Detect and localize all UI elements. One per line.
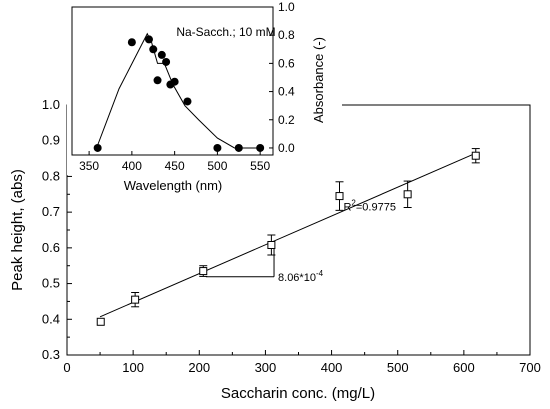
r2-prefix: R <box>343 201 351 213</box>
main-x-tick-label: 600 <box>453 360 475 375</box>
slope-prefix: 8.06*10 <box>278 272 316 284</box>
r2-value: =0.9775 <box>356 201 396 213</box>
inset-data-point <box>234 143 243 152</box>
data-point-marker <box>199 267 208 276</box>
inset-y-axis-title: Absorbance (-) <box>311 37 326 123</box>
main-y-tick-label: 0.4 <box>42 311 60 326</box>
main-x-tick-labels: 0 100 200 300 400 500 600 700 <box>63 360 540 375</box>
inset-data-point <box>213 143 222 152</box>
inset-spectrum-line <box>97 32 261 149</box>
main-y-tick-label: 0.3 <box>42 347 60 362</box>
inset-data-point <box>93 143 102 152</box>
data-point-marker <box>96 317 105 326</box>
inset-data-point <box>144 35 153 44</box>
inset-ticks <box>88 6 273 155</box>
main-y-tick-label: 1.0 <box>42 97 60 112</box>
main-x-tick-label: 300 <box>255 360 277 375</box>
data-point-marker <box>267 241 276 249</box>
inset-data-point <box>157 50 166 59</box>
main-y-tick-labels: 0.3 0.4 0.5 0.6 0.7 0.8 0.9 1.0 <box>42 97 60 362</box>
inset-data-point <box>162 57 171 66</box>
inset-y-tick-label: 0.2 <box>278 113 295 127</box>
inset-data-points <box>93 35 265 152</box>
main-y-axis-title: Peak height, (abs) <box>9 169 26 291</box>
inset-data-point <box>256 143 265 152</box>
regression-line <box>99 152 476 318</box>
inset-plot-frame <box>71 6 274 156</box>
data-point-marker <box>403 190 412 199</box>
inset-chart: 350 400 450 500 550 0.0 0.2 0.4 0.6 0.8 1.0 Na-Sa… <box>67 0 342 193</box>
inset-title: Na-Sacch.; 10 mM <box>176 25 275 39</box>
inset-x-tick-label: 500 <box>207 159 227 173</box>
inset-data-point <box>153 76 162 85</box>
inset-y-tick-label: 0.4 <box>278 85 295 99</box>
main-x-axis-title: Saccharin conc. (mg/L) <box>221 385 375 402</box>
main-y-tick-label: 0.9 <box>42 133 60 148</box>
inset-x-tick-label: 400 <box>122 159 142 173</box>
inset-data-point <box>127 38 136 47</box>
slope-triangle <box>205 247 275 278</box>
r-squared-annotation: R2=0.9775 <box>343 198 395 213</box>
inset-y-tick-labels: 0.0 0.2 0.4 0.6 0.8 1.0 <box>278 0 295 155</box>
data-point-marker <box>471 151 480 160</box>
inset-y-tick-label: 0.0 <box>278 141 295 155</box>
slope-superscript: -4 <box>316 269 324 278</box>
main-x-tick-label: 500 <box>387 360 409 375</box>
main-x-tick-label: 700 <box>519 360 541 375</box>
r2-superscript: 2 <box>351 198 356 207</box>
main-x-tick-label: 100 <box>122 360 144 375</box>
main-data-points <box>96 148 480 326</box>
main-y-tick-label: 0.6 <box>42 240 60 255</box>
data-point-marker <box>131 295 140 304</box>
main-x-tick-label: 400 <box>321 360 343 375</box>
inset-background <box>67 0 342 175</box>
inset-y-tick-label: 1.0 <box>278 0 295 14</box>
main-y-tick-label: 0.7 <box>42 204 60 219</box>
inset-x-axis-title: Wavelength (nm) <box>124 178 223 193</box>
inset-data-point <box>149 45 158 54</box>
slope-annotation: 8.06*10-4 <box>278 269 324 284</box>
inset-x-tick-label: 550 <box>250 159 270 173</box>
inset-y-tick-label: 0.8 <box>278 28 295 42</box>
inset-x-tick-label: 450 <box>165 159 185 173</box>
inset-x-tick-label: 350 <box>79 159 99 173</box>
main-y-tick-label: 0.5 <box>42 276 60 291</box>
main-x-tick-label: 200 <box>188 360 210 375</box>
data-point-marker <box>335 192 344 201</box>
inset-data-point <box>183 97 192 106</box>
main-y-tick-label: 0.8 <box>42 168 60 183</box>
main-chart: 0 100 200 300 400 500 600 700 0.30.40.50.60.70.… <box>9 97 541 402</box>
inset-data-point <box>170 77 179 86</box>
main-x-tick-label: 0 <box>63 360 70 375</box>
inset-x-tick-labels: 350 400 450 500 550 <box>79 159 270 173</box>
inset-y-tick-label: 0.6 <box>278 56 295 70</box>
